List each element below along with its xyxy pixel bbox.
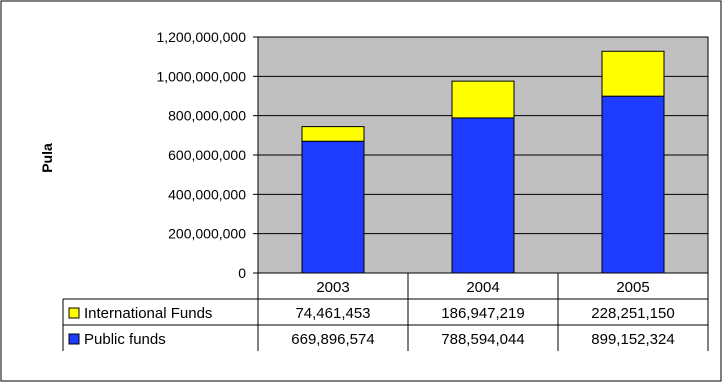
y-tick-label: 600,000,000 (168, 147, 246, 163)
data-table-cell: 186,947,219 (441, 305, 524, 322)
category-label: 2005 (616, 279, 649, 296)
data-table-cell: 669,896,574 (291, 331, 374, 348)
legend-swatch (68, 333, 80, 345)
bars (301, 50, 665, 274)
y-tick-label: 1,200,000,000 (156, 29, 246, 45)
data-table-cell: 228,251,150 (591, 305, 674, 322)
category-label: 2004 (466, 279, 499, 296)
series-name: Public funds (84, 331, 166, 348)
data-table-cell: 74,461,453 (295, 305, 370, 322)
bar-segment (601, 95, 665, 274)
y-tick-label: 0 (238, 265, 246, 281)
data-table-cell: 899,152,324 (591, 331, 674, 348)
y-axis-ticks: 0 200,000,000 400,000,000 600,000,000 800,00… (156, 29, 258, 281)
category-label: 2003 (316, 279, 349, 296)
bar-segment (301, 140, 365, 274)
bar-segment (601, 50, 665, 97)
series-name: International Funds (84, 305, 212, 322)
bar-segment (301, 126, 365, 142)
data-table: 2003 2004 2005 International Funds 74,461,45… (62, 272, 709, 351)
bar-segment (451, 80, 515, 119)
data-table-cell: 788,594,044 (441, 331, 524, 348)
y-tick-label: 400,000,000 (168, 186, 246, 202)
bar-segment (451, 117, 515, 274)
y-axis-title: Pula (39, 143, 55, 173)
y-tick-label: 1,000,000,000 (156, 68, 246, 84)
y-tick-label: 200,000,000 (168, 226, 246, 242)
legend-swatch (68, 307, 80, 319)
y-tick-label: 800,000,000 (168, 108, 246, 124)
